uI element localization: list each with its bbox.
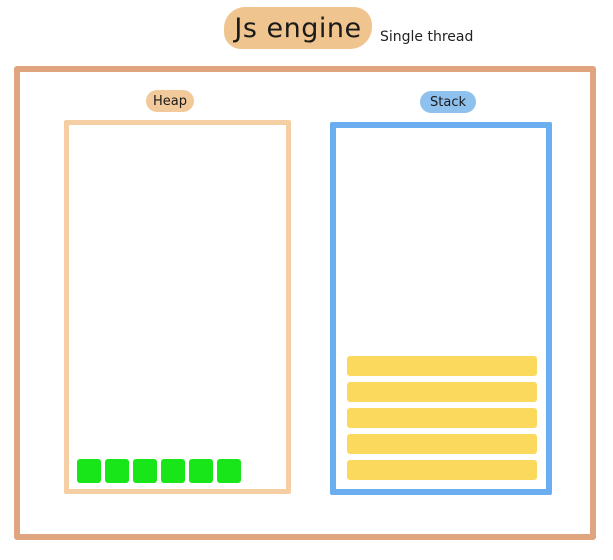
heap-label: Heap	[146, 90, 194, 112]
engine-title: Js engine	[224, 7, 372, 49]
heap-container	[64, 120, 291, 494]
engine-title-text: Js engine	[234, 12, 362, 44]
heap-object	[133, 459, 157, 483]
engine-subtitle: Single thread	[380, 29, 474, 45]
heap-object	[77, 459, 101, 483]
stack-label: Stack	[420, 91, 476, 113]
stack-container	[330, 122, 552, 495]
stack-frame	[347, 382, 537, 402]
stack-frame	[347, 434, 537, 454]
heap-label-text: Heap	[153, 93, 187, 109]
stack-frame	[347, 460, 537, 480]
heap-object	[189, 459, 213, 483]
stack-frame	[347, 356, 537, 376]
stack-frame	[347, 408, 537, 428]
heap-object	[217, 459, 241, 483]
stack-label-text: Stack	[430, 94, 466, 110]
heap-object	[105, 459, 129, 483]
heap-object	[161, 459, 185, 483]
js-engine-frame	[14, 66, 596, 540]
